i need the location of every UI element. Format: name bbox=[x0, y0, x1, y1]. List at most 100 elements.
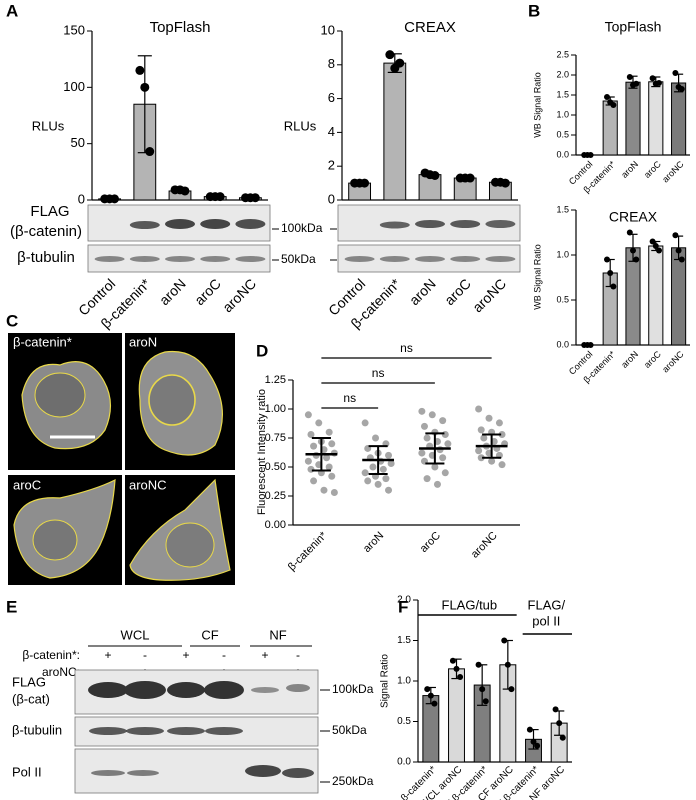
data-point bbox=[508, 686, 515, 693]
data-point bbox=[441, 431, 449, 439]
y-tick-label: 10 bbox=[321, 22, 335, 37]
data-point bbox=[369, 463, 377, 471]
data-point bbox=[395, 58, 405, 68]
data-point bbox=[530, 738, 537, 745]
y-tick-label: 1.5 bbox=[556, 204, 569, 214]
data-point bbox=[610, 283, 617, 290]
data-point bbox=[485, 414, 493, 422]
condition-label: β-catenin*: bbox=[22, 648, 80, 662]
y-axis-label: WB Signal Ratio bbox=[532, 244, 542, 310]
y-tick-label: 6 bbox=[328, 90, 335, 105]
data-point bbox=[501, 637, 508, 644]
y-tick-label: 0.75 bbox=[265, 432, 286, 444]
significance-label: ns bbox=[400, 341, 413, 355]
bar bbox=[671, 247, 687, 346]
group-label: FLAG/ bbox=[528, 597, 566, 612]
data-point bbox=[552, 706, 559, 713]
data-point bbox=[418, 407, 426, 415]
y-axis-label: RLUs bbox=[284, 118, 317, 133]
data-point bbox=[480, 434, 488, 442]
marker-label: 50kDa bbox=[281, 252, 316, 266]
data-point bbox=[361, 419, 369, 427]
data-point bbox=[498, 461, 506, 469]
data-point bbox=[418, 449, 426, 457]
panel-label: B bbox=[528, 1, 540, 20]
data-point bbox=[428, 411, 436, 419]
y-axis-label: RLUs bbox=[32, 118, 65, 133]
data-point bbox=[633, 80, 640, 87]
sd-bar bbox=[311, 437, 331, 472]
data-point bbox=[360, 178, 370, 188]
blot-e bbox=[74, 669, 319, 794]
data-point bbox=[328, 440, 336, 448]
data-point bbox=[330, 489, 338, 497]
y-axis-label: WB Signal Ratio bbox=[532, 72, 542, 138]
data-point bbox=[649, 238, 656, 245]
blot-row-label: β-tubulin bbox=[12, 722, 62, 737]
panel-label: F bbox=[398, 597, 408, 616]
data-point bbox=[453, 665, 460, 672]
micrograph-label: aroN bbox=[129, 334, 157, 349]
data-point bbox=[655, 80, 662, 86]
y-tick-label: 100 bbox=[63, 79, 85, 94]
y-tick-label: 0.0 bbox=[556, 149, 569, 159]
data-point bbox=[315, 419, 323, 427]
data-point bbox=[304, 457, 312, 465]
y-tick-label: 4 bbox=[328, 124, 335, 139]
data-point bbox=[423, 475, 431, 483]
y-tick-label: 1.0 bbox=[556, 109, 569, 119]
data-point bbox=[427, 692, 434, 699]
data-point bbox=[145, 147, 155, 157]
data-point bbox=[672, 232, 679, 239]
y-tick-label: 1.0 bbox=[397, 676, 411, 687]
significance-label: ns bbox=[343, 391, 356, 405]
y-tick-label: 1.5 bbox=[556, 89, 569, 99]
chart-title: CREAX bbox=[609, 209, 658, 225]
data-point bbox=[328, 472, 336, 480]
data-point bbox=[604, 94, 611, 100]
data-point bbox=[385, 451, 393, 459]
data-point bbox=[465, 173, 475, 183]
sd-bar bbox=[482, 433, 502, 459]
data-point bbox=[587, 342, 594, 348]
y-tick-label: 0 bbox=[78, 191, 85, 206]
data-point bbox=[500, 178, 510, 188]
data-point bbox=[433, 480, 441, 488]
condition-sign: + bbox=[104, 648, 111, 662]
data-point bbox=[675, 247, 682, 254]
data-point bbox=[307, 465, 315, 473]
data-point bbox=[607, 270, 614, 276]
y-tick-label: 0.5 bbox=[397, 716, 411, 727]
group-label: FLAG/tub bbox=[442, 597, 498, 612]
x-tick-label: aroC bbox=[418, 530, 443, 555]
bar bbox=[602, 100, 618, 156]
data-point bbox=[488, 457, 496, 465]
y-tick-label: 0.5 bbox=[556, 294, 569, 304]
y-tick-label: 50 bbox=[71, 135, 85, 150]
y-tick-label: 2.5 bbox=[556, 49, 569, 59]
y-tick-label: 1.0 bbox=[556, 249, 569, 259]
x-tick-label: aroNC bbox=[660, 349, 686, 375]
data-point bbox=[444, 440, 452, 448]
y-tick-label: 1.5 bbox=[397, 635, 411, 646]
y-tick-label: 0.25 bbox=[265, 490, 286, 502]
data-point bbox=[630, 247, 636, 254]
y-tick-label: 2.0 bbox=[397, 595, 411, 606]
condition-sign: + bbox=[261, 648, 268, 662]
data-point bbox=[385, 50, 395, 60]
sd-bar bbox=[368, 445, 388, 475]
data-point bbox=[652, 243, 659, 249]
data-point bbox=[495, 419, 503, 427]
data-point bbox=[534, 742, 541, 749]
data-point bbox=[587, 152, 594, 158]
data-point bbox=[364, 477, 372, 485]
data-point bbox=[559, 734, 566, 741]
data-point bbox=[477, 454, 485, 462]
data-point bbox=[457, 673, 464, 680]
y-tick-label: 1.00 bbox=[265, 403, 286, 415]
blot-row-label: (β-cat) bbox=[12, 691, 50, 706]
bar bbox=[671, 82, 687, 156]
y-tick-label: 0.00 bbox=[265, 519, 286, 531]
data-point bbox=[180, 186, 190, 196]
